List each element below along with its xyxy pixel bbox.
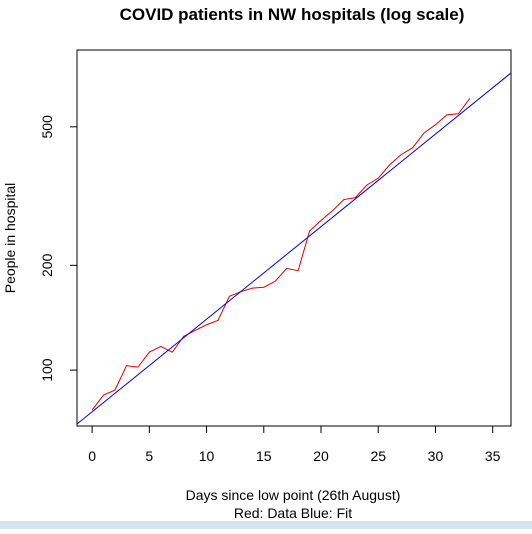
series-line bbox=[91, 98, 471, 411]
y-tick-label: 100 bbox=[39, 358, 55, 382]
plot-frame bbox=[76, 49, 512, 427]
subtitle: Red: Data Blue: Fit bbox=[234, 505, 352, 521]
x-tick-label: 10 bbox=[199, 448, 215, 464]
x-axis-label: Days since low point (26th August) bbox=[186, 487, 401, 503]
x-tick-label: 30 bbox=[428, 448, 444, 464]
series-line bbox=[77, 72, 511, 425]
plot-area bbox=[77, 72, 511, 425]
x-tick-label: 5 bbox=[145, 448, 153, 464]
y-tick-label: 200 bbox=[39, 253, 55, 277]
x-tick-label: 0 bbox=[88, 448, 96, 464]
x-tick-label: 35 bbox=[485, 448, 501, 464]
x-tick-label: 25 bbox=[370, 448, 386, 464]
y-tick-label: 500 bbox=[39, 115, 55, 139]
y-axis-label: People in hospital bbox=[2, 183, 18, 294]
x-tick-label: 15 bbox=[256, 448, 272, 464]
chart-title: COVID patients in NW hospitals (log scal… bbox=[120, 5, 465, 24]
x-tick-label: 20 bbox=[313, 448, 329, 464]
window-edge bbox=[0, 521, 532, 529]
